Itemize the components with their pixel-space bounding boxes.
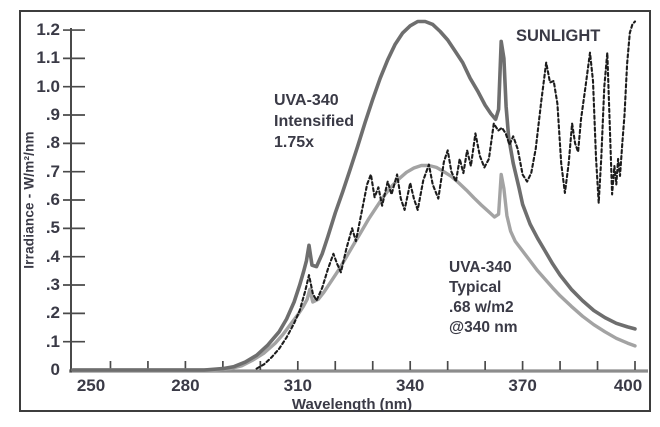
x-tick-label: 340 xyxy=(396,376,425,395)
curve-uva-340-intensified-1-75x xyxy=(71,19,637,372)
y-tick-label: .6 xyxy=(45,190,60,210)
y-tick-label: 0 xyxy=(50,360,60,379)
curve-uva-340-typical-68-w-m2-340-nm xyxy=(71,163,637,372)
x-tick-label: 250 xyxy=(76,376,106,395)
x-tick-label: 280 xyxy=(171,376,200,395)
y-tick-label: .1 xyxy=(45,331,60,351)
y-tick-label: 1.0 xyxy=(36,76,60,96)
curve-sunlight xyxy=(255,20,637,370)
y-tick-label: .4 xyxy=(45,246,60,266)
y-tick-label: .7 xyxy=(45,161,60,181)
annotation-uva340-typical: UVA-340 Typical .68 w/m2 @340 nm xyxy=(449,259,518,336)
y-tick-label: .3 xyxy=(45,275,60,294)
annotation-sunlight: SUNLIGHT xyxy=(516,27,601,45)
x-axis-title: Wavelength (nm) xyxy=(291,396,413,413)
annotation-uva340-intensified: UVA-340 Intensified 1.75x xyxy=(274,92,355,151)
x-tick-label: 310 xyxy=(283,376,312,395)
y-tick-label: 1.1 xyxy=(36,48,60,68)
x-tick-label: 400 xyxy=(613,376,643,395)
y-tick-label: 1.2 xyxy=(36,20,60,40)
y-tick-label: .8 xyxy=(45,133,60,153)
y-tick-label: .9 xyxy=(45,105,60,125)
x-tick-label: 370 xyxy=(508,376,537,395)
figure-border xyxy=(19,10,651,412)
y-tick-label: .5 xyxy=(45,218,60,238)
y-tick-label: .2 xyxy=(45,303,60,323)
